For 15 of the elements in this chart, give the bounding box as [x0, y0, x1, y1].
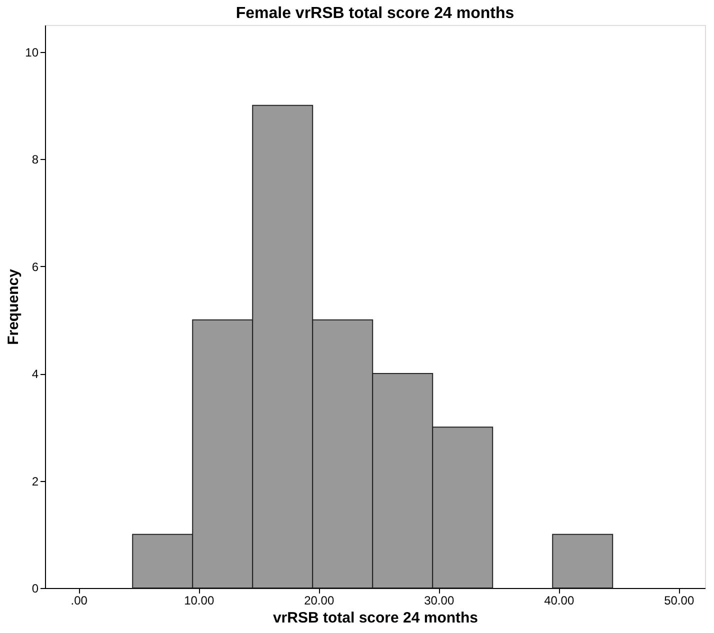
x-tick-label: 50.00 [664, 594, 694, 608]
x-axis-title: vrRSB total score 24 months [272, 610, 478, 626]
x-tick-label: 40.00 [544, 594, 574, 608]
y-tick-label: 8 [32, 152, 39, 167]
y-tick-label: 2 [32, 474, 39, 488]
y-tick-label: 0 [32, 582, 39, 596]
x-tick-label: 30.00 [424, 594, 454, 608]
x-tick-label: .00 [70, 594, 88, 608]
y-axis-title: Frequency [5, 268, 22, 345]
x-tick-label: 10.00 [184, 594, 214, 608]
y-tick-label: 10 [25, 45, 39, 60]
x-tick-label: 20.00 [304, 594, 334, 608]
chart-title: Female vrRSB total score 24 months [236, 5, 514, 22]
y-tick-label: 4 [32, 367, 39, 382]
y-tick-label: 6 [32, 260, 39, 274]
